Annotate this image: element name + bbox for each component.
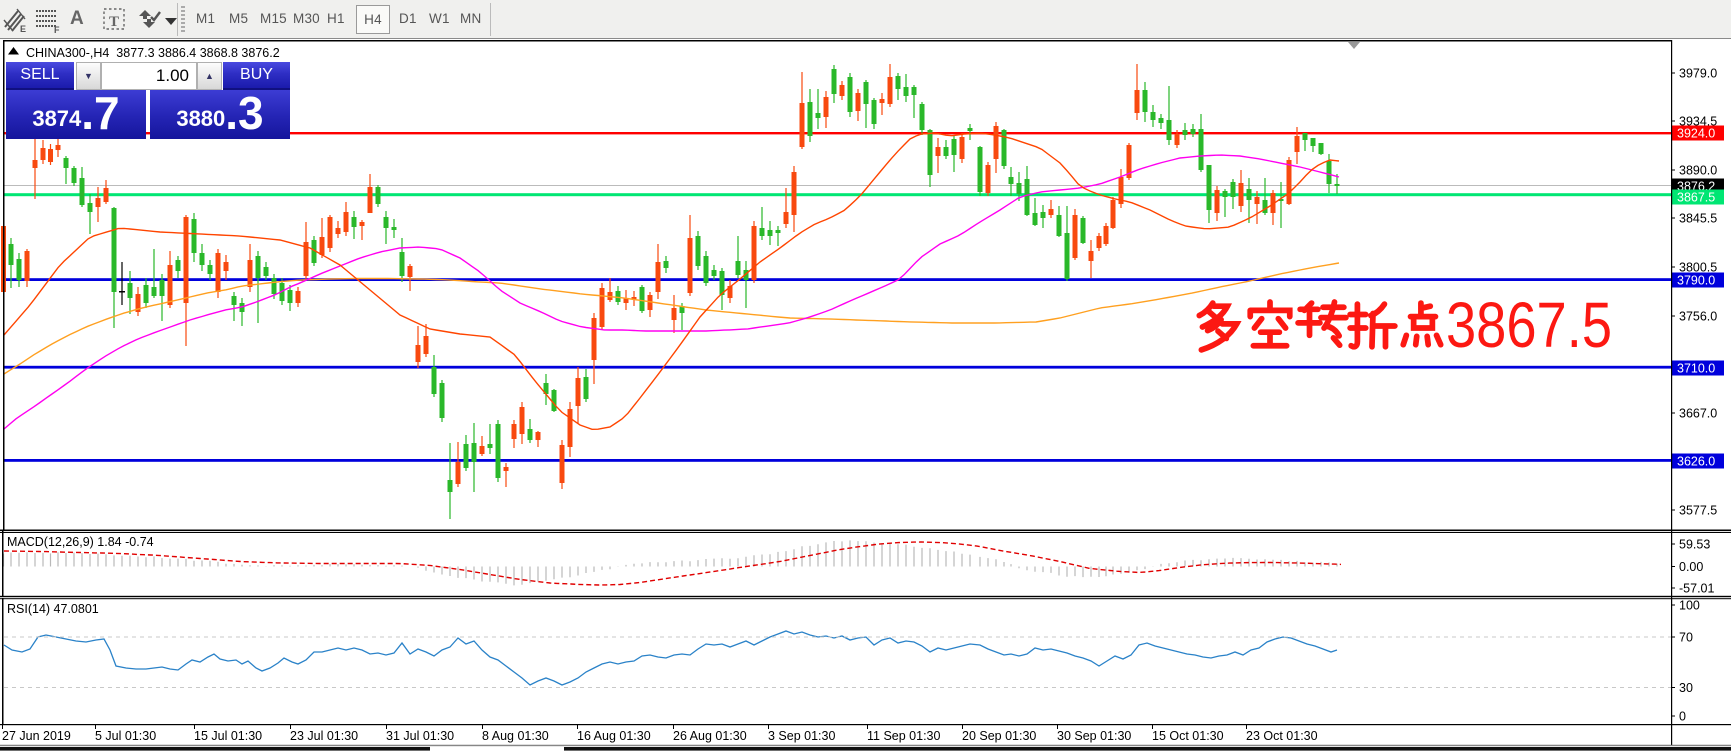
svg-text:11 Sep 01:30: 11 Sep 01:30 xyxy=(867,729,940,743)
svg-text:3934.5: 3934.5 xyxy=(1679,115,1717,129)
svg-text:31 Jul 01:30: 31 Jul 01:30 xyxy=(386,729,454,743)
svg-text:3924.0: 3924.0 xyxy=(1677,127,1715,141)
svg-text:3626.0: 3626.0 xyxy=(1677,455,1715,469)
svg-text:26 Aug 01:30: 26 Aug 01:30 xyxy=(673,729,747,743)
svg-text:0.00: 0.00 xyxy=(1679,560,1703,574)
svg-text:0: 0 xyxy=(1679,710,1686,724)
svg-text:3867.5: 3867.5 xyxy=(1677,191,1715,205)
svg-text:23 Oct 01:30: 23 Oct 01:30 xyxy=(1246,729,1318,743)
svg-text:E: E xyxy=(20,24,26,33)
svg-text:5 Jul 01:30: 5 Jul 01:30 xyxy=(95,729,156,743)
svg-text:20 Sep 01:30: 20 Sep 01:30 xyxy=(962,729,1036,743)
svg-text:3800.5: 3800.5 xyxy=(1679,261,1717,275)
svg-text:8 Aug 01:30: 8 Aug 01:30 xyxy=(482,729,549,743)
svg-text:F: F xyxy=(54,25,60,33)
svg-text:-57.01: -57.01 xyxy=(1679,582,1714,596)
svg-text:3 Sep 01:30: 3 Sep 01:30 xyxy=(768,729,835,743)
svg-text:3867.5: 3867.5 xyxy=(1446,289,1612,361)
svg-text:100: 100 xyxy=(1679,599,1700,613)
svg-text:30 Sep 01:30: 30 Sep 01:30 xyxy=(1057,729,1131,743)
svg-text:3845.5: 3845.5 xyxy=(1679,212,1717,226)
svg-text:3790.0: 3790.0 xyxy=(1677,274,1715,288)
svg-text:15 Jul 01:30: 15 Jul 01:30 xyxy=(194,729,262,743)
svg-text:3577.5: 3577.5 xyxy=(1679,504,1717,518)
svg-text:CHINA300-,H4 3877.3 3886.4 38: CHINA300-,H4 3877.3 3886.4 3868.8 3876.2 xyxy=(26,46,280,60)
svg-text:3667.0: 3667.0 xyxy=(1679,407,1717,421)
svg-text:MACD(12,26,9) 1.84 -0.74: MACD(12,26,9) 1.84 -0.74 xyxy=(7,535,154,549)
svg-text:27 Jun 2019: 27 Jun 2019 xyxy=(2,729,71,743)
svg-text:3710.0: 3710.0 xyxy=(1677,362,1715,376)
svg-text:16 Aug 01:30: 16 Aug 01:30 xyxy=(577,729,651,743)
svg-text:23 Jul 01:30: 23 Jul 01:30 xyxy=(290,729,358,743)
svg-text:3890.0: 3890.0 xyxy=(1679,164,1717,178)
svg-text:30: 30 xyxy=(1679,681,1693,695)
svg-text:RSI(14) 47.0801: RSI(14) 47.0801 xyxy=(7,602,99,616)
svg-text:15 Oct 01:30: 15 Oct 01:30 xyxy=(1152,729,1224,743)
svg-text:70: 70 xyxy=(1679,631,1693,645)
svg-text:T: T xyxy=(109,14,119,30)
svg-text:3756.0: 3756.0 xyxy=(1679,310,1717,324)
svg-text:59.53: 59.53 xyxy=(1679,538,1710,552)
svg-text:3979.0: 3979.0 xyxy=(1679,67,1717,81)
